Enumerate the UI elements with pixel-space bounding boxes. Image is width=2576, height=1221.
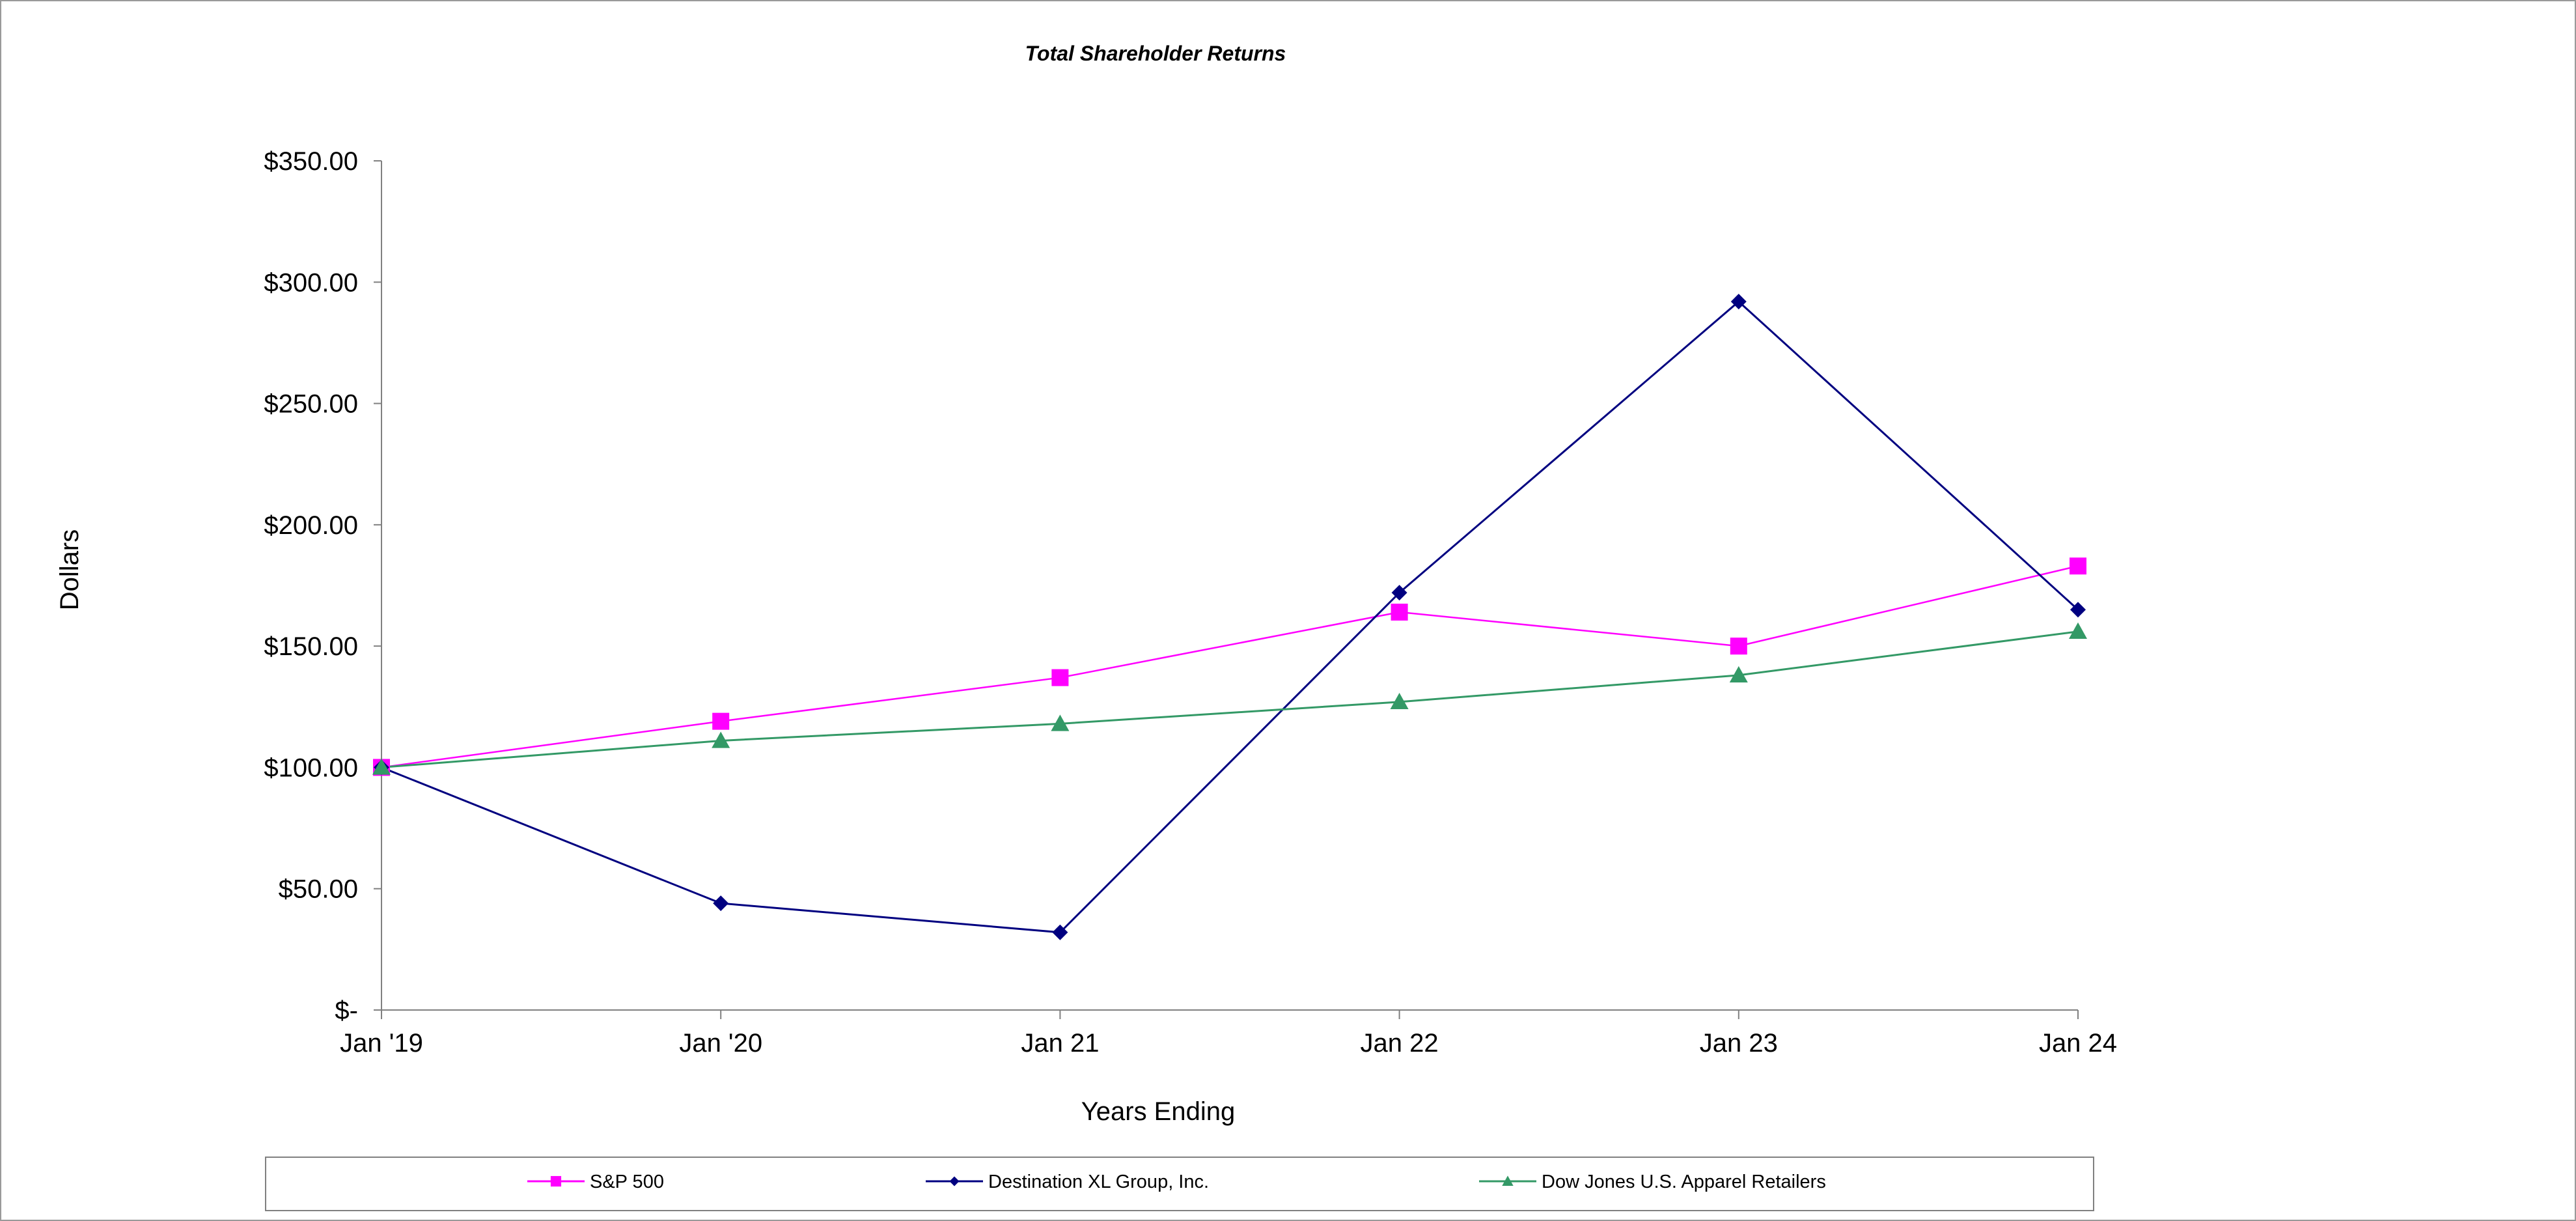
series-line [381, 630, 2079, 768]
x-tick-label: Jan '19 [340, 1029, 423, 1058]
x-axis-ticks: Jan '19 Jan '20 Jan 21 Jan 22 Jan 23 Jan 24 [340, 1010, 2117, 1058]
data-point [1729, 666, 1748, 683]
y-tick-label: $- [335, 996, 358, 1025]
legend-marker [1502, 1175, 1514, 1186]
data-point [1730, 638, 1747, 655]
legend-marker [949, 1176, 960, 1186]
x-tick-label: Jan 24 [2039, 1029, 2117, 1058]
x-tick-label: Jan 21 [1021, 1029, 1099, 1058]
y-tick-label: $300.00 [264, 268, 358, 297]
y-tick-label: $100.00 [264, 753, 358, 782]
data-point [712, 731, 730, 748]
legend-label: S&P 500 [590, 1172, 664, 1192]
data-point [1051, 714, 1070, 731]
series-line [381, 565, 2079, 768]
y-axis-title: Dollars [55, 529, 84, 610]
data-point [1051, 669, 1069, 686]
y-tick-label: $150.00 [264, 632, 358, 661]
data-point [1730, 294, 1747, 310]
x-tick-label: Jan 23 [1700, 1029, 1778, 1058]
legend-marker [550, 1175, 562, 1187]
data-series [372, 294, 2087, 940]
data-point [1391, 603, 1408, 621]
y-tick-label: $200.00 [264, 511, 358, 540]
data-point [2070, 557, 2086, 575]
data-point [2070, 602, 2086, 618]
x-tick-label: Jan 22 [1361, 1029, 1439, 1058]
series-line [381, 300, 2079, 934]
data-point [1052, 924, 1068, 940]
legend-box [265, 1157, 2094, 1211]
y-axis-ticks: $- $50.00 $100.00 $150.00 $200.00 $250.00 $300… [264, 147, 381, 1025]
data-point [1391, 585, 1407, 601]
x-tick-label: Jan '20 [679, 1029, 762, 1058]
data-point [372, 758, 391, 775]
legend-label: Destination XL Group, Inc. [988, 1172, 1209, 1192]
data-point [1390, 692, 1409, 710]
legend: S&P 500 Destination XL Group, Inc. Dow Jon… [265, 1157, 2094, 1211]
x-axis-title: Years Ending [1081, 1097, 1235, 1126]
data-point [2069, 622, 2087, 639]
y-tick-label: $250.00 [264, 390, 358, 419]
chart-title: Total Shareholder Returns [1025, 42, 1286, 65]
y-tick-label: $50.00 [279, 875, 358, 904]
y-tick-label: $350.00 [264, 147, 358, 176]
legend-label: Dow Jones U.S. Apparel Retailers [1542, 1172, 1826, 1192]
axes [381, 161, 2078, 1011]
data-point [712, 712, 730, 730]
data-point [713, 895, 729, 912]
